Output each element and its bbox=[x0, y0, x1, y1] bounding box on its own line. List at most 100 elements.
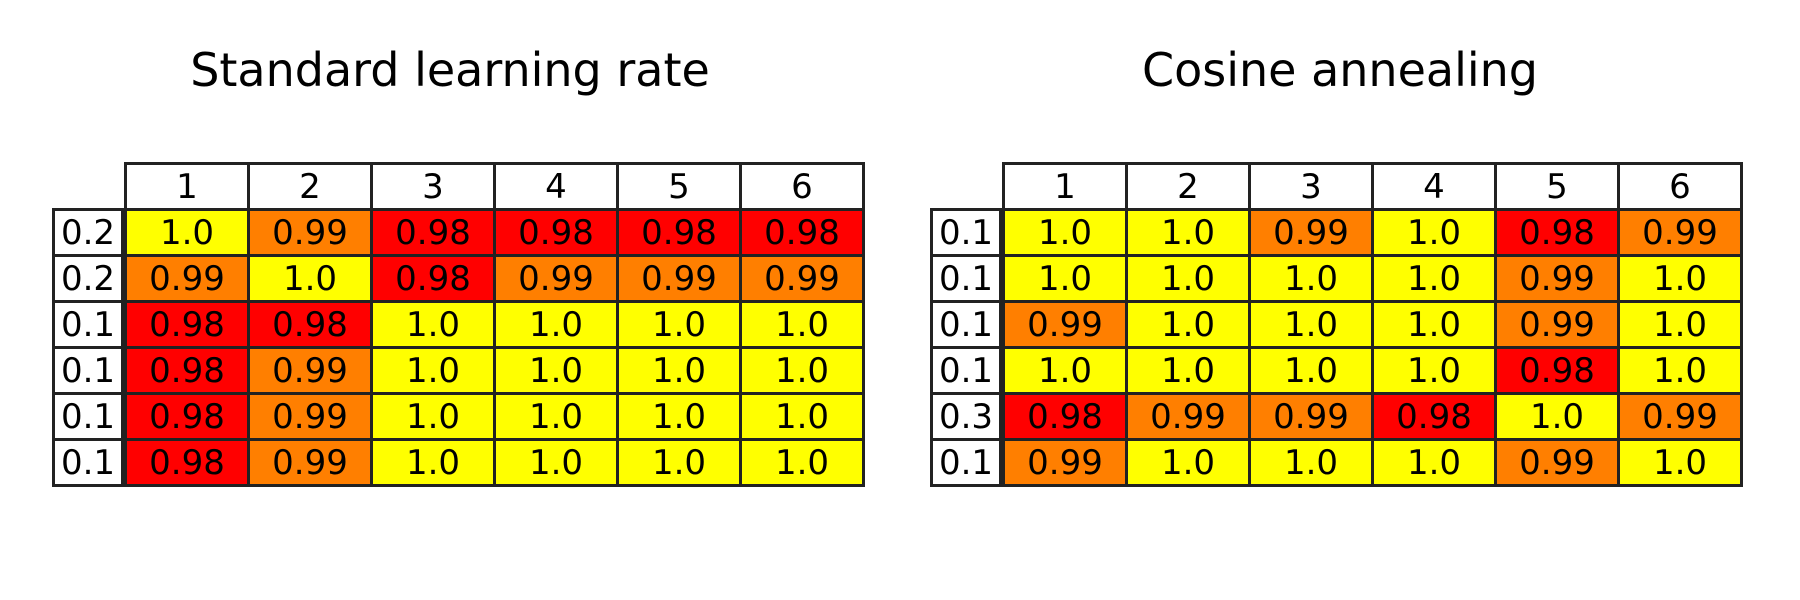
heatmap-cell: 1.0 bbox=[1125, 208, 1251, 257]
heatmap-cell: 1.0 bbox=[1371, 438, 1497, 487]
heatmap-cell: 0.98 bbox=[739, 208, 865, 257]
chart-title: Standard learning rate bbox=[190, 43, 710, 97]
heatmap-cell: 0.99 bbox=[739, 254, 865, 303]
heatmap-cell: 1.0 bbox=[370, 346, 496, 395]
column-header: 5 bbox=[1494, 162, 1620, 211]
heatmap-cell: 0.98 bbox=[124, 438, 250, 487]
heatmap-cell: 1.0 bbox=[124, 208, 250, 257]
heatmap-cell: 1.0 bbox=[1248, 300, 1374, 349]
heatmap-cell: 0.98 bbox=[124, 346, 250, 395]
row-label: 0.1 bbox=[52, 392, 124, 441]
heatmap-cell: 1.0 bbox=[1494, 392, 1620, 441]
heatmap-cell: 0.99 bbox=[1494, 438, 1620, 487]
chart-panel-standard: Standard learning rate 1 2 3 4 5 6 0.2 1.0 0.99 0… bbox=[52, 43, 865, 487]
heatmap-cell: 1.0 bbox=[616, 300, 742, 349]
column-header: 4 bbox=[493, 162, 619, 211]
heatmap-cell: 0.99 bbox=[247, 208, 373, 257]
heatmap-cell: 0.98 bbox=[1494, 208, 1620, 257]
row-label: 0.1 bbox=[52, 438, 124, 487]
heatmap-cell: 0.99 bbox=[493, 254, 619, 303]
heatmap-cell: 1.0 bbox=[1617, 254, 1743, 303]
heatmap-cell: 1.0 bbox=[1248, 254, 1374, 303]
row-label: 0.1 bbox=[930, 254, 1002, 303]
heatmap-cell: 0.98 bbox=[370, 254, 496, 303]
row-label: 0.1 bbox=[930, 346, 1002, 395]
column-header: 4 bbox=[1371, 162, 1497, 211]
column-header: 1 bbox=[124, 162, 250, 211]
heatmap-cell: 1.0 bbox=[616, 438, 742, 487]
heatmap-cell: 0.99 bbox=[1494, 300, 1620, 349]
heatmap-cell: 0.99 bbox=[616, 254, 742, 303]
heatmap-cell: 1.0 bbox=[1125, 300, 1251, 349]
heatmap-cell: 0.99 bbox=[1248, 392, 1374, 441]
heatmap-cell: 1.0 bbox=[1125, 254, 1251, 303]
heatmap-cell: 1.0 bbox=[1371, 254, 1497, 303]
chart-title: Cosine annealing bbox=[1142, 43, 1538, 97]
row-label: 0.1 bbox=[52, 346, 124, 395]
heatmap-cell: 0.99 bbox=[1494, 254, 1620, 303]
heatmap-cell: 0.99 bbox=[1002, 438, 1128, 487]
row-label: 0.1 bbox=[52, 300, 124, 349]
heatmap-cell: 0.98 bbox=[616, 208, 742, 257]
heatmap-cell: 1.0 bbox=[616, 346, 742, 395]
heatmap-cell: 1.0 bbox=[1002, 346, 1128, 395]
heatmap-cell: 0.99 bbox=[1125, 392, 1251, 441]
heatmap-cell: 1.0 bbox=[493, 346, 619, 395]
heatmap-cell: 1.0 bbox=[370, 438, 496, 487]
heatmap-cell: 1.0 bbox=[370, 300, 496, 349]
column-header: 2 bbox=[1125, 162, 1251, 211]
heatmap-cell: 1.0 bbox=[247, 254, 373, 303]
heatmap-cell: 0.99 bbox=[1617, 208, 1743, 257]
heatmap-cell: 0.99 bbox=[247, 392, 373, 441]
heatmap-cell: 1.0 bbox=[493, 392, 619, 441]
chart-panel-cosine: Cosine annealing 1 2 3 4 5 6 0.1 1.0 1.0 0.99 1.0 0… bbox=[880, 0, 1800, 600]
heatmap-cell: 1.0 bbox=[1371, 208, 1497, 257]
heatmap-cell: 1.0 bbox=[739, 300, 865, 349]
row-label: 0.2 bbox=[52, 208, 124, 257]
heatmap-cell: 1.0 bbox=[1371, 346, 1497, 395]
row-label: 0.1 bbox=[930, 208, 1002, 257]
heatmap-cell: 0.98 bbox=[493, 208, 619, 257]
heatmap-cell: 0.98 bbox=[370, 208, 496, 257]
column-header: 6 bbox=[739, 162, 865, 211]
heatmap-cell: 1.0 bbox=[1125, 346, 1251, 395]
heatmap-cell: 1.0 bbox=[493, 300, 619, 349]
column-header: 3 bbox=[370, 162, 496, 211]
heatmap-cell: 1.0 bbox=[1617, 438, 1743, 487]
heatmap-cell: 1.0 bbox=[370, 392, 496, 441]
row-label: 0.3 bbox=[930, 392, 1002, 441]
heatmap-cell: 1.0 bbox=[1248, 438, 1374, 487]
heatmap-cell: 0.99 bbox=[124, 254, 250, 303]
heatmap-cell: 0.98 bbox=[1002, 392, 1128, 441]
row-label: 0.1 bbox=[930, 438, 1002, 487]
heatmap-cell: 0.99 bbox=[1248, 208, 1374, 257]
heatmap-cell: 1.0 bbox=[739, 346, 865, 395]
heatmap-cell: 1.0 bbox=[1125, 438, 1251, 487]
heatmap-cell: 0.98 bbox=[1494, 346, 1620, 395]
row-label: 0.1 bbox=[930, 300, 1002, 349]
column-header: 3 bbox=[1248, 162, 1374, 211]
heatmap-cell: 1.0 bbox=[1248, 346, 1374, 395]
heatmap-cell: 0.99 bbox=[1617, 392, 1743, 441]
column-header: 2 bbox=[247, 162, 373, 211]
heatmap-cell: 0.98 bbox=[124, 300, 250, 349]
heatmap-cell: 1.0 bbox=[1371, 300, 1497, 349]
heatmap-cell: 0.98 bbox=[1371, 392, 1497, 441]
heatmap-cell: 1.0 bbox=[1617, 300, 1743, 349]
heatmap-cell: 1.0 bbox=[739, 438, 865, 487]
heatmap-cell: 0.99 bbox=[1002, 300, 1128, 349]
heatmap-cell: 1.0 bbox=[1617, 346, 1743, 395]
column-header: 1 bbox=[1002, 162, 1128, 211]
heatmap-cell: 0.98 bbox=[247, 300, 373, 349]
column-header: 6 bbox=[1617, 162, 1743, 211]
heatmap-cell: 0.99 bbox=[247, 438, 373, 487]
heatmap-cell: 1.0 bbox=[493, 438, 619, 487]
heatmap-cell: 1.0 bbox=[1002, 208, 1128, 257]
row-label: 0.2 bbox=[52, 254, 124, 303]
heatmap-cell: 1.0 bbox=[616, 392, 742, 441]
heatmap-cell: 0.98 bbox=[124, 392, 250, 441]
heatmap-cell: 0.99 bbox=[247, 346, 373, 395]
heatmap-cell: 1.0 bbox=[1002, 254, 1128, 303]
heatmap-cell: 1.0 bbox=[739, 392, 865, 441]
column-header: 5 bbox=[616, 162, 742, 211]
